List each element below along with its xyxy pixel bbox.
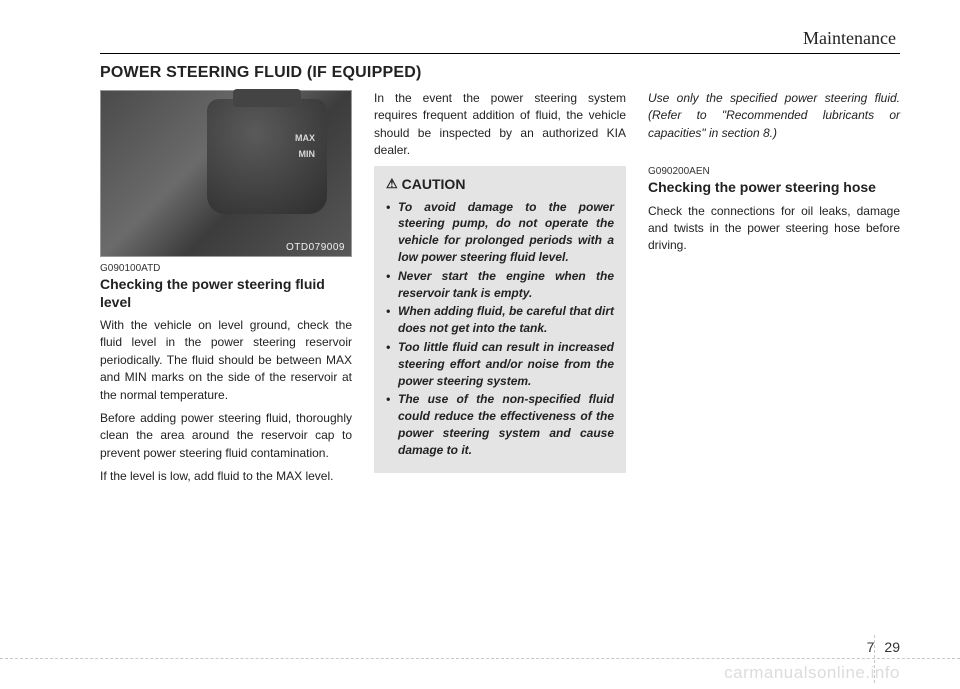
chapter-number: 7 — [867, 639, 875, 655]
section-name: Maintenance — [803, 28, 896, 49]
caution-label: CAUTION — [402, 176, 466, 192]
figure-code: OTD079009 — [286, 242, 345, 253]
caution-item: When adding fluid, be careful that dirt … — [386, 303, 614, 337]
content-columns: MAX MIN OTD079009 G090100ATD Checking th… — [100, 90, 900, 492]
reservoir-cap-shape — [233, 89, 301, 107]
paragraph: Check the connections for oil leaks, dam… — [648, 203, 900, 255]
warning-icon: ⚠ — [386, 176, 398, 192]
caution-item: Too little fluid can result in increased… — [386, 339, 614, 389]
ref-code-1: G090100ATD — [100, 263, 352, 274]
column-2: In the event the power steering system r… — [374, 90, 626, 492]
page-footer: 7 29 — [867, 639, 900, 655]
caution-box: ⚠CAUTION To avoid damage to the power st… — [374, 166, 626, 473]
section-title: POWER STEERING FLUID (IF EQUIPPED) — [100, 64, 900, 82]
spacer — [648, 148, 900, 162]
column-3: Use only the specified power steering fl… — [648, 90, 900, 492]
subheading-hose: Checking the power steering hose — [648, 179, 900, 197]
watermark: carmanualsonline.info — [724, 663, 900, 683]
paragraph: With the vehicle on level ground, check … — [100, 317, 352, 404]
min-mark: MIN — [299, 149, 316, 159]
paragraph: If the level is low, add fluid to the MA… — [100, 468, 352, 485]
caution-item: To avoid damage to the power steering pu… — [386, 199, 614, 266]
caution-item: The use of the non-specified fluid could… — [386, 391, 614, 458]
reservoir-figure: MAX MIN OTD079009 — [100, 90, 352, 257]
ref-code-2: G090200AEN — [648, 166, 900, 177]
paragraph: In the event the power steering system r… — [374, 90, 626, 160]
note-paragraph: Use only the specified power steering fl… — [648, 90, 900, 142]
running-header: Maintenance — [100, 28, 900, 49]
footer-dash-horizontal — [0, 658, 960, 659]
caution-item: Never start the engine when the reservoi… — [386, 268, 614, 302]
column-1: MAX MIN OTD079009 G090100ATD Checking th… — [100, 90, 352, 492]
subheading-fluid-level: Checking the power steering fluid level — [100, 276, 352, 311]
header-rule — [100, 53, 900, 54]
paragraph: Before adding power steering fluid, thor… — [100, 410, 352, 462]
manual-page: Maintenance POWER STEERING FLUID (IF EQU… — [0, 0, 960, 689]
page-number: 29 — [884, 639, 900, 655]
max-mark: MAX — [295, 133, 315, 143]
caution-heading: ⚠CAUTION — [386, 176, 614, 193]
caution-list: To avoid damage to the power steering pu… — [386, 199, 614, 459]
